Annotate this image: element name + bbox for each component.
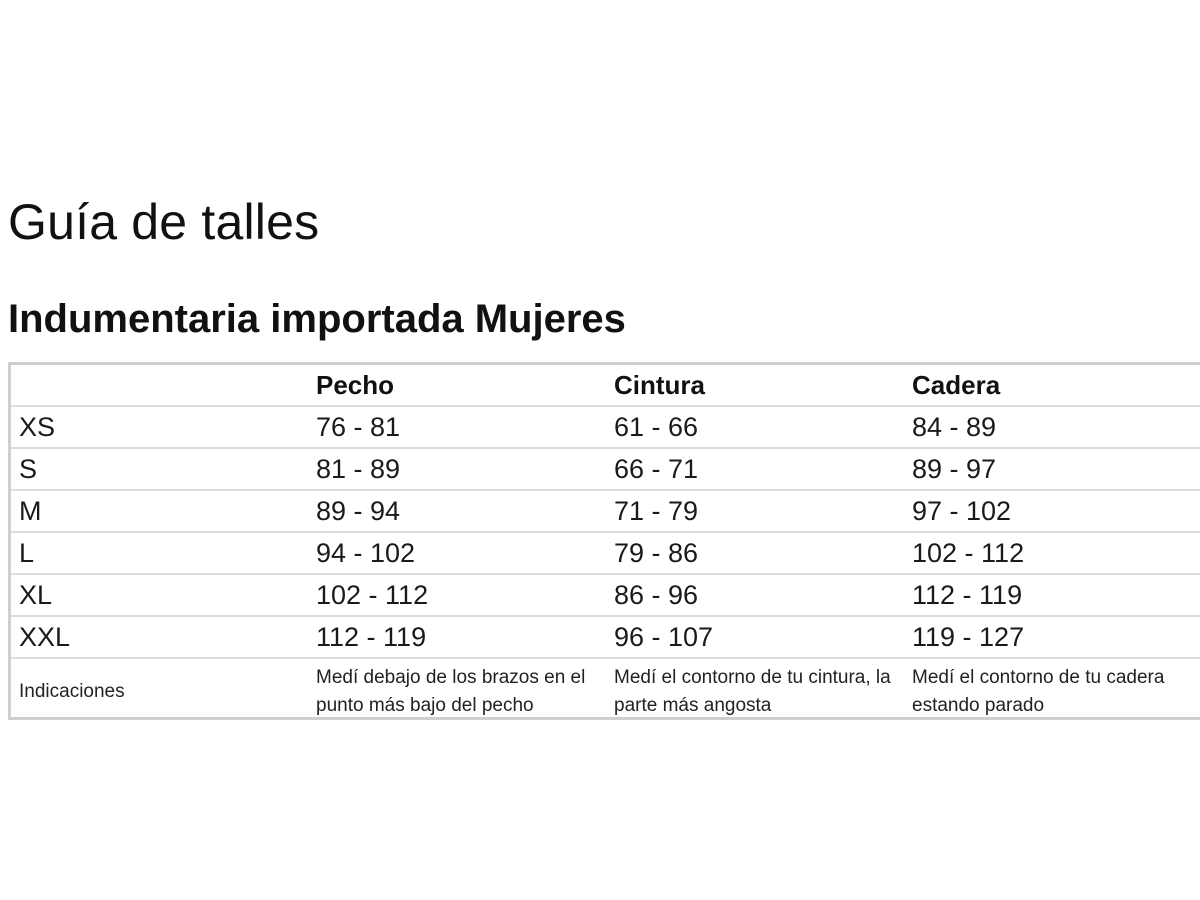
cell-cintura: 96 - 107 — [606, 616, 904, 659]
page-title: Guía de talles — [8, 194, 320, 250]
table-row: XXL 112 - 119 96 - 107 119 - 127 — [11, 616, 1200, 659]
cell-pecho: 76 - 81 — [308, 406, 606, 449]
cell-size: XS — [11, 406, 308, 449]
header-size — [11, 365, 308, 407]
indications-row: Indicaciones Medí debajo de los brazos e… — [11, 658, 1200, 717]
table-row: XL 102 - 112 86 - 96 112 - 119 — [11, 574, 1200, 617]
table-row: M 89 - 94 71 - 79 97 - 102 — [11, 490, 1200, 533]
cell-size: XL — [11, 574, 308, 617]
cell-size: M — [11, 490, 308, 533]
indications-cintura: Medí el contorno de tu cintura, la parte… — [614, 667, 891, 716]
cell-cintura: 79 - 86 — [606, 532, 904, 575]
size-table-container: Pecho Cintura Cadera XS 76 - 81 61 - 66 … — [8, 362, 1200, 720]
cell-cintura: 86 - 96 — [606, 574, 904, 617]
table-header-row: Pecho Cintura Cadera — [11, 365, 1200, 407]
cell-pecho: 112 - 119 — [308, 616, 606, 659]
indications-pecho: Medí debajo de los brazos en el punto má… — [316, 667, 586, 716]
section-title: Indumentaria importada Mujeres — [8, 297, 626, 341]
cell-cintura: 66 - 71 — [606, 448, 904, 491]
cell-pecho: 94 - 102 — [308, 532, 606, 575]
cell-pecho: 81 - 89 — [308, 448, 606, 491]
cell-cadera: 89 - 97 — [904, 448, 1200, 491]
cell-pecho: 102 - 112 — [308, 574, 606, 617]
cell-pecho: 89 - 94 — [308, 490, 606, 533]
cell-cadera: 84 - 89 — [904, 406, 1200, 449]
cell-cadera: 97 - 102 — [904, 490, 1200, 533]
cell-cadera: 112 - 119 — [904, 574, 1200, 617]
table-row: XS 76 - 81 61 - 66 84 - 89 — [11, 406, 1200, 449]
cell-size: S — [11, 448, 308, 491]
table-row: L 94 - 102 79 - 86 102 - 112 — [11, 532, 1200, 575]
indications-cadera: Medí el contorno de tu cadera estando pa… — [912, 667, 1165, 716]
table-row: S 81 - 89 66 - 71 89 - 97 — [11, 448, 1200, 491]
cell-size: XXL — [11, 616, 308, 659]
cell-cintura: 61 - 66 — [606, 406, 904, 449]
cell-cadera: 102 - 112 — [904, 532, 1200, 575]
cell-size: L — [11, 532, 308, 575]
cell-cadera: 119 - 127 — [904, 616, 1200, 659]
header-cadera: Cadera — [904, 365, 1200, 407]
size-table: Pecho Cintura Cadera XS 76 - 81 61 - 66 … — [11, 365, 1200, 717]
cell-cintura: 71 - 79 — [606, 490, 904, 533]
indications-label: Indicaciones — [19, 681, 125, 702]
header-cintura: Cintura — [606, 365, 904, 407]
header-pecho: Pecho — [308, 365, 606, 407]
